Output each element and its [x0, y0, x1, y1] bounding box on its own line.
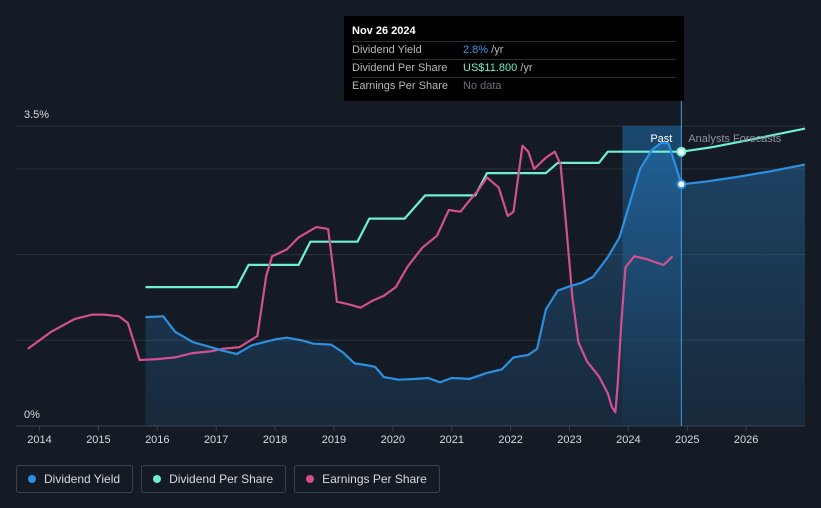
- x-tick-label: 2022: [498, 434, 522, 446]
- x-tick-label: 2014: [27, 434, 51, 446]
- x-tick-label: 2016: [145, 434, 169, 446]
- x-tick-label: 2020: [381, 434, 405, 446]
- x-axis: 2014 2015 2016 2017 2018 2019 2020 2021 2022 2023…: [27, 426, 758, 446]
- tooltip-label: Dividend Yield: [352, 44, 422, 56]
- legend-dot-icon: [153, 475, 162, 483]
- x-tick-label: 2017: [204, 434, 228, 446]
- series-lines: [27, 127, 806, 414]
- tooltip-row-dividend-per-share: Dividend Per Share US$11.800 /yr: [352, 59, 676, 77]
- tooltip-row-earnings-per-share: Earnings Per Share No data: [352, 77, 676, 95]
- x-tick-label: 2018: [263, 434, 287, 446]
- x-tick-label: 2021: [439, 434, 463, 446]
- tooltip-value: No data: [463, 80, 502, 92]
- earnings-per-share-line: [27, 144, 674, 414]
- legend-earnings-per-share[interactable]: Earnings Per Share: [294, 465, 440, 493]
- x-tick-label: 2023: [557, 434, 581, 446]
- tooltip-unit: /yr: [517, 62, 533, 74]
- dividend-yield-line: [145, 142, 806, 384]
- legend-dividend-per-share[interactable]: Dividend Per Share: [141, 465, 287, 493]
- x-tick-label: 2019: [322, 434, 346, 446]
- x-tick-label: 2024: [616, 434, 640, 446]
- analysts-forecasts-label: Analysts Forecasts: [688, 133, 781, 145]
- legend-label: Dividend Yield: [44, 472, 121, 486]
- tooltip-label: Earnings Per Share: [352, 80, 448, 92]
- tooltip-label: Dividend Per Share: [352, 62, 448, 74]
- chart-legend: Dividend Yield Dividend Per Share Earnin…: [16, 465, 440, 493]
- past-label: Past: [650, 133, 672, 145]
- hover-tooltip: Nov 26 2024 Dividend Yield 2.8% /yr Divi…: [344, 16, 684, 101]
- legend-dividend-yield[interactable]: Dividend Yield: [16, 465, 134, 493]
- dividend-yield-marker: [676, 179, 687, 190]
- y-axis-top-label: 3.5%: [24, 109, 49, 121]
- x-tick-label: 2026: [734, 434, 758, 446]
- dividend-yield-area: [145, 143, 805, 426]
- tooltip-row-dividend-yield: Dividend Yield 2.8% /yr: [352, 41, 676, 59]
- dividend-per-share-marker: [676, 146, 687, 157]
- legend-dot-icon: [306, 475, 315, 483]
- y-axis-bottom-label: 0%: [24, 409, 40, 421]
- tooltip-value: US$11.800: [463, 62, 518, 74]
- x-tick-label: 2015: [86, 434, 110, 446]
- tooltip-date: Nov 26 2024: [352, 25, 416, 37]
- legend-dot-icon: [28, 475, 36, 483]
- legend-label: Dividend Per Share: [169, 472, 274, 486]
- tooltip-value: 2.8%: [463, 44, 489, 56]
- x-tick-label: 2025: [675, 434, 699, 446]
- tooltip-unit: /yr: [488, 44, 504, 56]
- current-markers: [676, 146, 687, 190]
- legend-label: Earnings Per Share: [322, 472, 427, 486]
- area-fills: [145, 143, 805, 426]
